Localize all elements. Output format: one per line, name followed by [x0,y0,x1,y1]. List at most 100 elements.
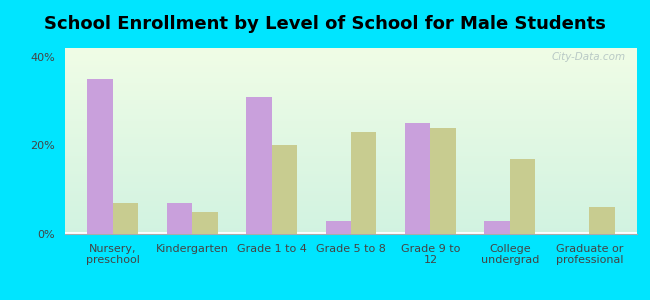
Bar [65,186,637,188]
Bar [65,214,637,215]
Bar [65,215,637,217]
Bar [65,189,637,191]
Bar [65,121,637,122]
Bar [65,102,637,104]
Bar [65,70,637,72]
Bar [65,176,637,178]
Bar [430,128,456,234]
Bar [65,184,637,186]
Bar [65,141,637,143]
Bar [65,188,637,189]
Bar [65,78,637,80]
Bar [65,48,637,50]
Bar [65,161,637,163]
Bar [272,146,297,234]
Bar [65,137,637,139]
Bar [65,113,637,115]
Bar [65,96,637,98]
Bar [65,68,637,70]
Bar [65,175,637,176]
Bar [65,167,637,169]
Bar [65,217,637,219]
Bar [65,180,637,182]
Bar [65,158,637,160]
Bar [405,123,430,234]
Bar [65,206,637,208]
Bar [65,110,637,111]
Bar [65,85,637,87]
Bar [166,203,192,234]
Bar [65,82,637,83]
Bar [65,130,637,132]
Bar [65,132,637,134]
Bar [65,199,637,200]
Bar [351,132,376,234]
Bar [65,197,637,199]
Bar [65,172,637,175]
Text: School Enrollment by Level of School for Male Students: School Enrollment by Level of School for… [44,15,606,33]
Bar [65,119,637,121]
Bar [590,207,615,234]
Bar [65,143,637,145]
Bar [65,74,637,76]
Bar [65,46,637,48]
Bar [65,50,637,52]
Bar [65,57,637,59]
Bar [65,124,637,126]
Text: City-Data.com: City-Data.com [551,52,625,62]
Bar [65,115,637,117]
Bar [65,135,637,137]
Bar [65,107,637,110]
Bar [65,128,637,130]
Bar [65,147,637,148]
Bar [65,145,637,147]
Bar [65,210,637,212]
Bar [65,182,637,184]
Bar [65,150,637,152]
Bar [65,122,637,124]
Bar [65,72,637,74]
Bar [65,65,637,67]
Bar [326,221,351,234]
Bar [65,117,637,119]
Bar [87,79,112,234]
Bar [65,221,637,223]
Bar [65,160,637,161]
Bar [65,98,637,100]
Bar [65,61,637,63]
Bar [65,111,637,113]
Bar [65,171,637,172]
Bar [65,54,637,56]
Bar [65,148,637,150]
Bar [65,104,637,106]
Bar [65,195,637,197]
Bar [65,80,637,82]
Bar [65,156,637,158]
Bar [65,83,637,85]
Bar [65,94,637,96]
Bar [65,100,637,102]
Bar [65,228,637,230]
Bar [65,52,637,54]
Bar [246,97,272,234]
Bar [484,221,510,234]
Bar [65,91,637,93]
Bar [65,165,637,167]
Bar [112,203,138,234]
Bar [192,212,218,234]
Bar [65,93,637,94]
Bar [65,56,637,57]
Bar [65,67,637,68]
Bar [65,178,637,180]
Bar [65,212,637,214]
Bar [65,230,637,232]
Bar [65,106,637,107]
Bar [65,76,637,78]
Bar [65,223,637,225]
Bar [65,154,637,156]
Bar [65,134,637,135]
Bar [65,163,637,165]
Bar [65,191,637,193]
Bar [65,208,637,210]
Bar [65,89,637,91]
